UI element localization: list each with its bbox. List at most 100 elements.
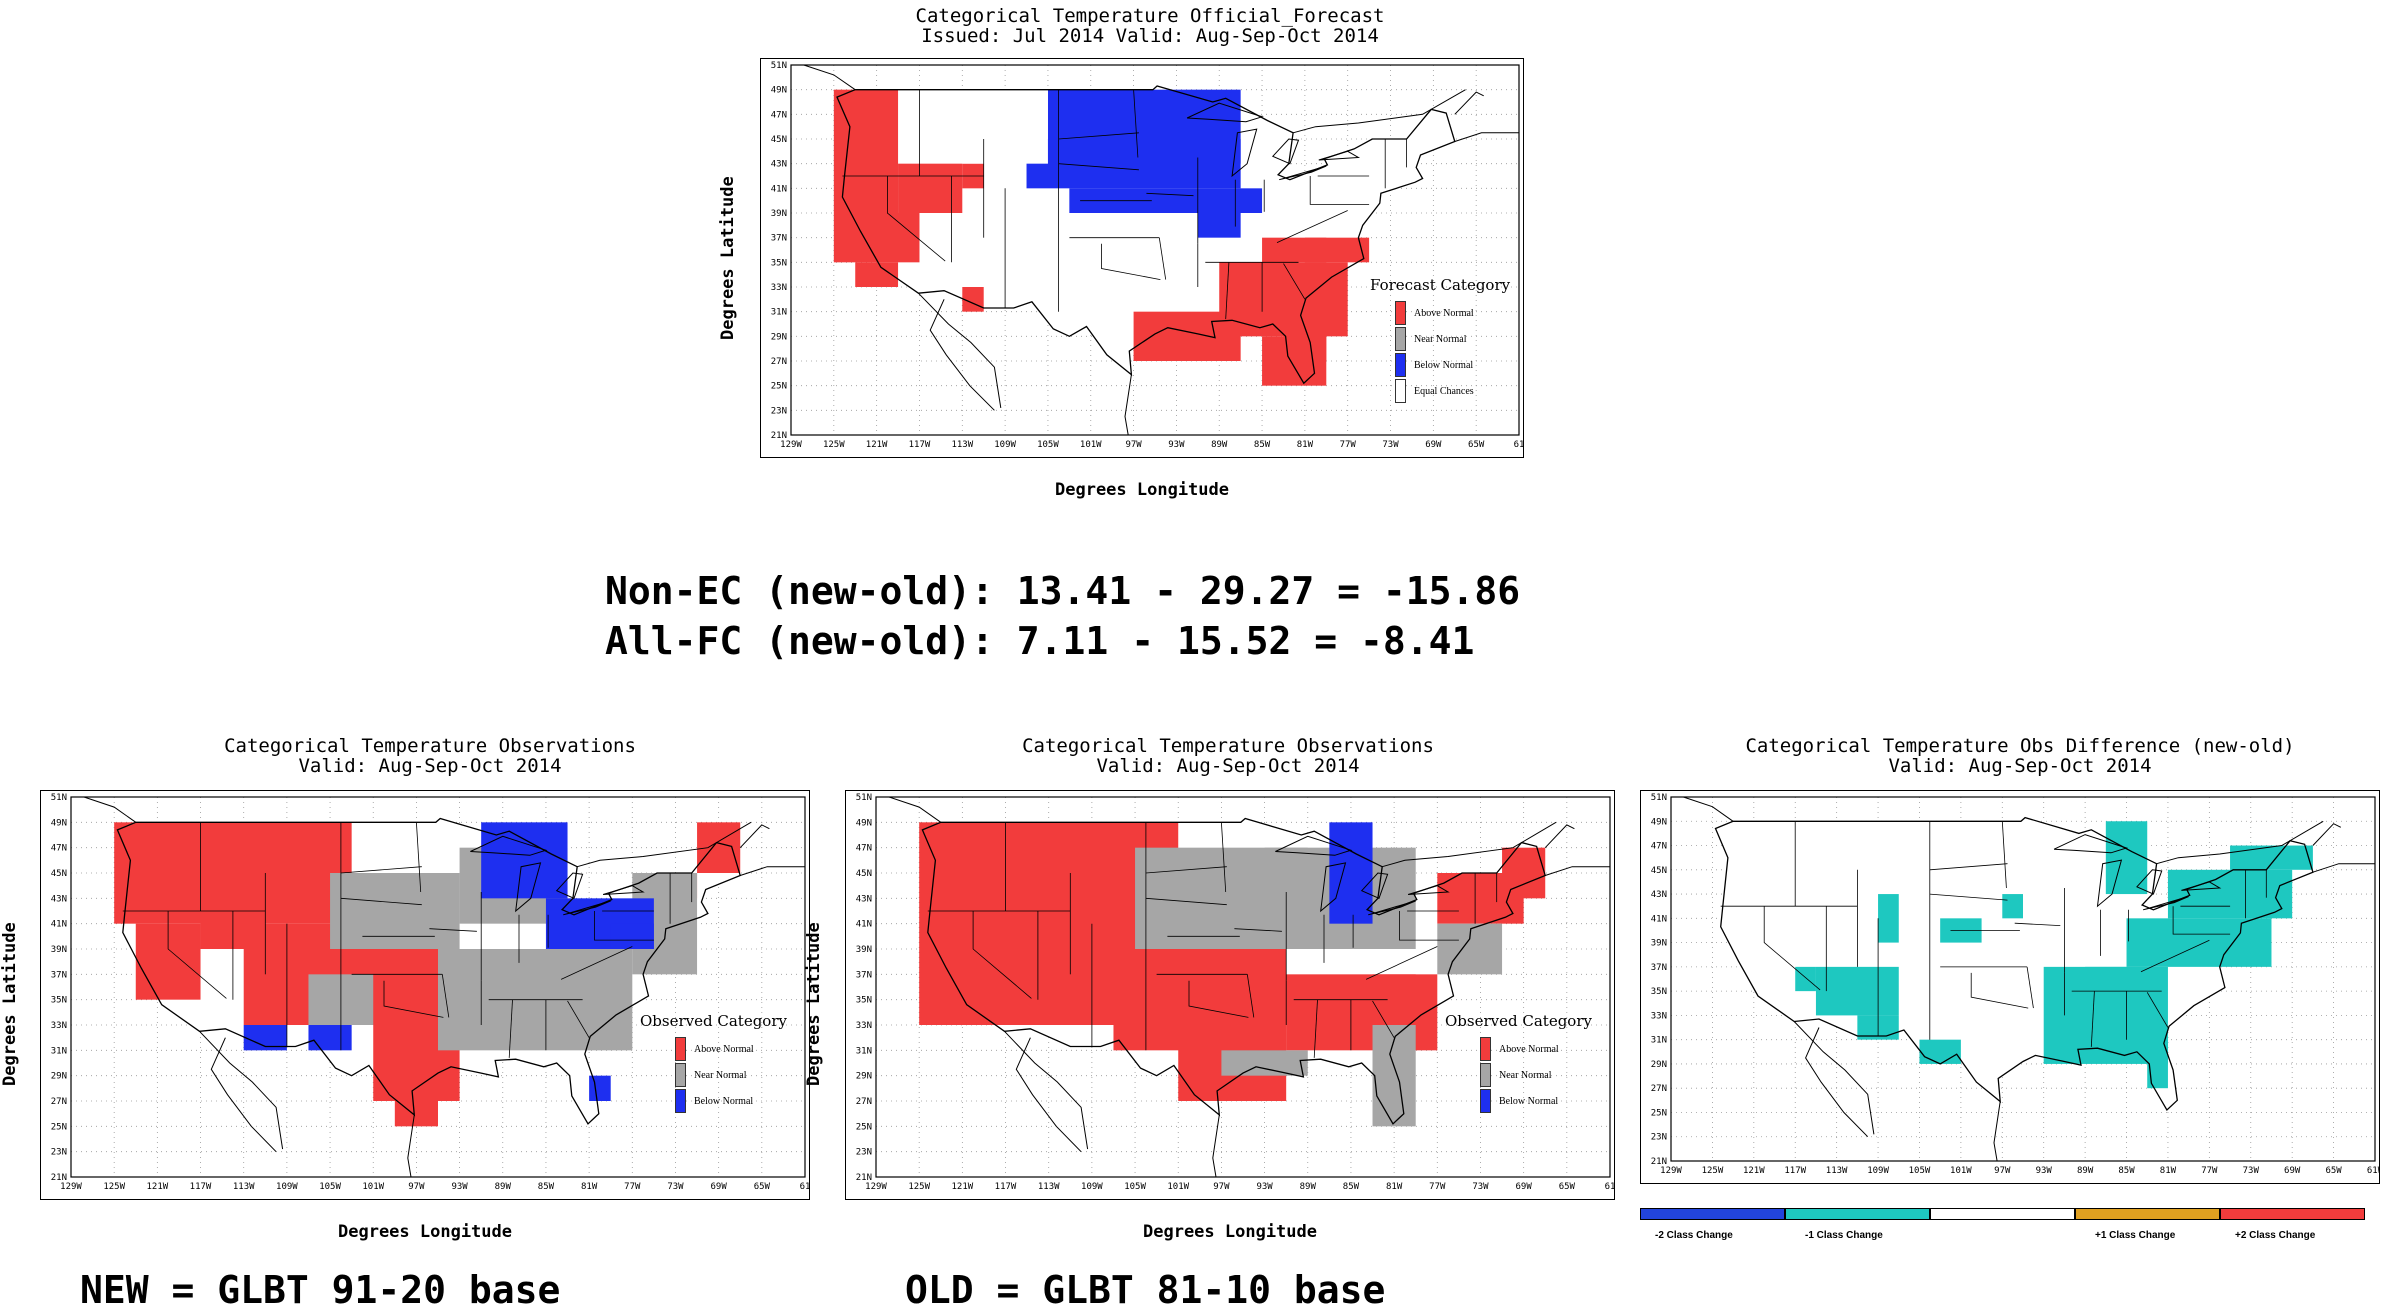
state-border xyxy=(1399,911,1459,941)
great-lake-outline xyxy=(1275,835,1353,856)
lat-tick-label: 49N xyxy=(51,818,67,828)
lon-tick-label: 89W xyxy=(1300,1182,1317,1192)
legend-item-below: Below Normal xyxy=(1395,352,1510,378)
great-lake-outline xyxy=(2142,896,2189,911)
lat-tick-label: 39N xyxy=(771,209,787,219)
map-new-svg: 51N 49N 47N 45N 43N 41N 39N 37N 35N 33N 31N 29N 27N 2… xyxy=(51,793,809,1192)
lat-tick-label: 35N xyxy=(1651,987,1667,997)
obs-old-y-axis-label: Degrees Latitude xyxy=(804,922,824,1086)
lat-tick-label: 27N xyxy=(771,357,787,367)
lat-tick-label: 23N xyxy=(1651,1133,1667,1143)
state-border xyxy=(1246,974,1255,1018)
lon-tick-label: 109W xyxy=(994,440,1016,450)
lon-tick-label: 105W xyxy=(1124,1182,1146,1192)
lat-tick-label: 37N xyxy=(1651,963,1667,973)
lon-tick-label: 125W xyxy=(103,1182,125,1192)
colorbar-label-plus2: +2 Class Change xyxy=(2235,1230,2316,1241)
state-border xyxy=(1276,210,1348,243)
map-frame xyxy=(790,64,1520,436)
grid-cell-above xyxy=(833,213,920,263)
grid-cell-minus1 xyxy=(2002,894,2023,919)
map-forecast-svg: 51N 49N 47N 45N 43N 41N 39N 37N 35N 33N 31N 29N 27N 2… xyxy=(771,61,1523,450)
coastline-segment xyxy=(1292,89,1466,134)
lat-tick-label: 43N xyxy=(51,894,67,904)
lat-tick-label: 25N xyxy=(856,1122,872,1132)
state-border xyxy=(1234,928,1282,932)
lat-tick-label: 37N xyxy=(51,970,67,980)
lon-tick-label: 73W xyxy=(2243,1166,2260,1176)
lat-tick-label: 29N xyxy=(51,1072,67,1082)
coastline-segment xyxy=(740,866,805,876)
coastline-segment xyxy=(1015,1037,1082,1153)
lon-tick-label: 105W xyxy=(1037,440,1059,450)
grid-cell-equal xyxy=(962,89,1048,164)
lon-tick-label: 113W xyxy=(951,440,973,450)
grid-cell-minus1 xyxy=(1815,966,1899,1016)
coastline-segment xyxy=(1805,1027,1869,1138)
coastline-segment xyxy=(739,824,770,849)
grid-cell-minus1 xyxy=(2167,869,2293,919)
lat-tick-label: 43N xyxy=(1651,890,1667,900)
map-diff-svg: 51N 49N 47N 45N 43N 41N 39N 37N 35N 33N 31N 29N 27N 2… xyxy=(1651,793,2379,1176)
grid-cell-near xyxy=(1221,1050,1308,1076)
lon-tick-label: 89W xyxy=(2077,1166,2094,1176)
lat-tick-label: 29N xyxy=(1651,1060,1667,1070)
state-border xyxy=(2001,821,2007,889)
lat-tick-label: 33N xyxy=(856,1021,872,1031)
lon-tick-label: 101W xyxy=(1167,1182,1189,1192)
stats-line-non-ec: Non-EC (new-old): 13.41 - 29.27 = -15.86 xyxy=(605,569,1521,613)
grid-cell-below xyxy=(610,923,654,949)
grid-cell-above xyxy=(898,163,963,213)
lat-tick-label: 39N xyxy=(856,945,872,955)
lat-tick-label: 33N xyxy=(1651,1011,1667,1021)
lat-tick-label: 25N xyxy=(51,1122,67,1132)
lon-tick-label: 69W xyxy=(1425,440,1442,450)
forecast-title: Categorical Temperature Official_Forecas… xyxy=(800,6,1500,46)
obs-old-x-axis-label: Degrees Longitude xyxy=(1143,1222,1317,1242)
lon-tick-label: 129W xyxy=(60,1182,82,1192)
coastline-segment xyxy=(1124,374,1132,436)
lon-tick-label: 73W xyxy=(1472,1182,1489,1192)
lon-tick-label: 113W xyxy=(233,1182,255,1192)
lat-tick-label: 21N xyxy=(856,1173,872,1183)
state-border xyxy=(1309,176,1370,205)
great-lake-outline xyxy=(1231,128,1258,178)
grid-cell-minus1 xyxy=(2126,918,2272,967)
lat-tick-label: 43N xyxy=(856,894,872,904)
grid-cell-below xyxy=(1197,213,1241,238)
lon-tick-label: 105W xyxy=(1909,1166,1931,1176)
lat-tick-label: 47N xyxy=(856,844,872,854)
state-border xyxy=(594,911,654,941)
lon-tick-label: 121W xyxy=(147,1182,169,1192)
coastline-segment xyxy=(1212,1114,1220,1178)
obs-new-map: 51N 49N 47N 45N 43N 41N 39N 37N 35N 33N 31N 29N 27N 2… xyxy=(40,790,810,1200)
state-border xyxy=(560,946,633,980)
state-border xyxy=(1372,1000,1395,1038)
great-lake-outline xyxy=(555,872,584,899)
lon-tick-label: 113W xyxy=(1826,1166,1848,1176)
forecast-legend: Forecast Category Above Normal Near Norm… xyxy=(1370,276,1510,404)
lon-tick-label: 65W xyxy=(2325,1166,2342,1176)
coastline-segment xyxy=(888,796,942,823)
lon-tick-label: 81W xyxy=(1297,440,1314,450)
forecast-y-axis-label: Degrees Latitude xyxy=(718,176,738,340)
great-lake-outline xyxy=(470,835,548,856)
coastline-segment xyxy=(1004,1030,1089,1150)
lat-tick-label: 37N xyxy=(856,970,872,980)
lon-tick-label: 101W xyxy=(362,1182,384,1192)
coastline-segment xyxy=(210,1037,277,1153)
lon-tick-label: 101W xyxy=(1950,1166,1972,1176)
lon-tick-label: 97W xyxy=(1994,1166,2011,1176)
lat-tick-label: 51N xyxy=(771,61,787,71)
coastline-segment xyxy=(1454,91,1484,115)
us-coastline xyxy=(116,817,741,1125)
map-old-svg: 51N 49N 47N 45N 43N 41N 39N 37N 35N 33N 31N 29N 27N 2… xyxy=(856,793,1614,1192)
stats-line-all-fc: All-FC (new-old): 7.11 - 15.52 = -8.41 xyxy=(605,619,1475,663)
lon-tick-label: 85W xyxy=(1343,1182,1360,1192)
state-border xyxy=(2172,906,2231,935)
lat-tick-label: 21N xyxy=(1651,1157,1667,1167)
coastline-segment xyxy=(1544,824,1575,849)
lon-tick-label: 109W xyxy=(276,1182,298,1192)
colorbar-minus2 xyxy=(1640,1208,1785,1220)
grid-cell-minus1 xyxy=(2147,1039,2168,1089)
